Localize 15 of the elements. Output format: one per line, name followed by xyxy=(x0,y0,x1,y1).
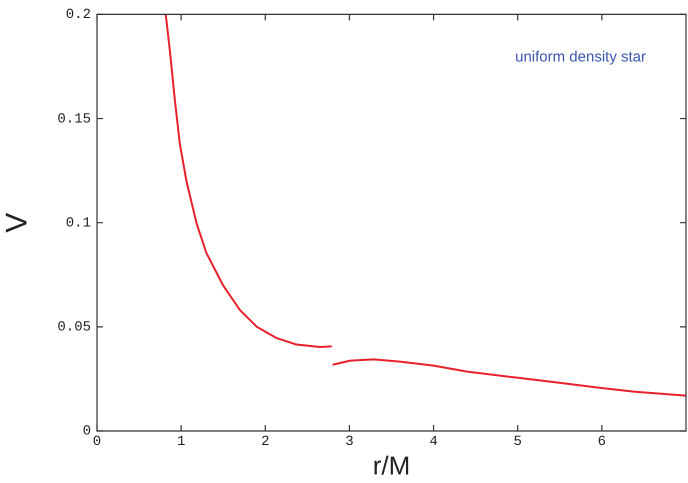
x-tick-label: 4 xyxy=(429,434,438,450)
y-tick-label: 0.2 xyxy=(66,7,91,24)
x-tick-label: 0 xyxy=(92,434,102,450)
y-tick-label: 0.1 xyxy=(66,215,91,232)
x-tick-label: 3 xyxy=(345,434,354,450)
y-tick-label: 0.15 xyxy=(57,111,91,128)
annotation: uniform density star xyxy=(515,48,646,66)
y-tick-label: 0 xyxy=(82,424,91,440)
x-axis-title: r/M xyxy=(372,450,410,481)
x-tick-label: 6 xyxy=(598,434,606,450)
y-axis-title: V xyxy=(0,212,34,233)
y-tick-label: 0.05 xyxy=(57,320,91,336)
x-tick-label: 5 xyxy=(514,434,522,450)
x-tick-label: 1 xyxy=(176,434,186,450)
x-tick-label: 2 xyxy=(261,434,270,450)
